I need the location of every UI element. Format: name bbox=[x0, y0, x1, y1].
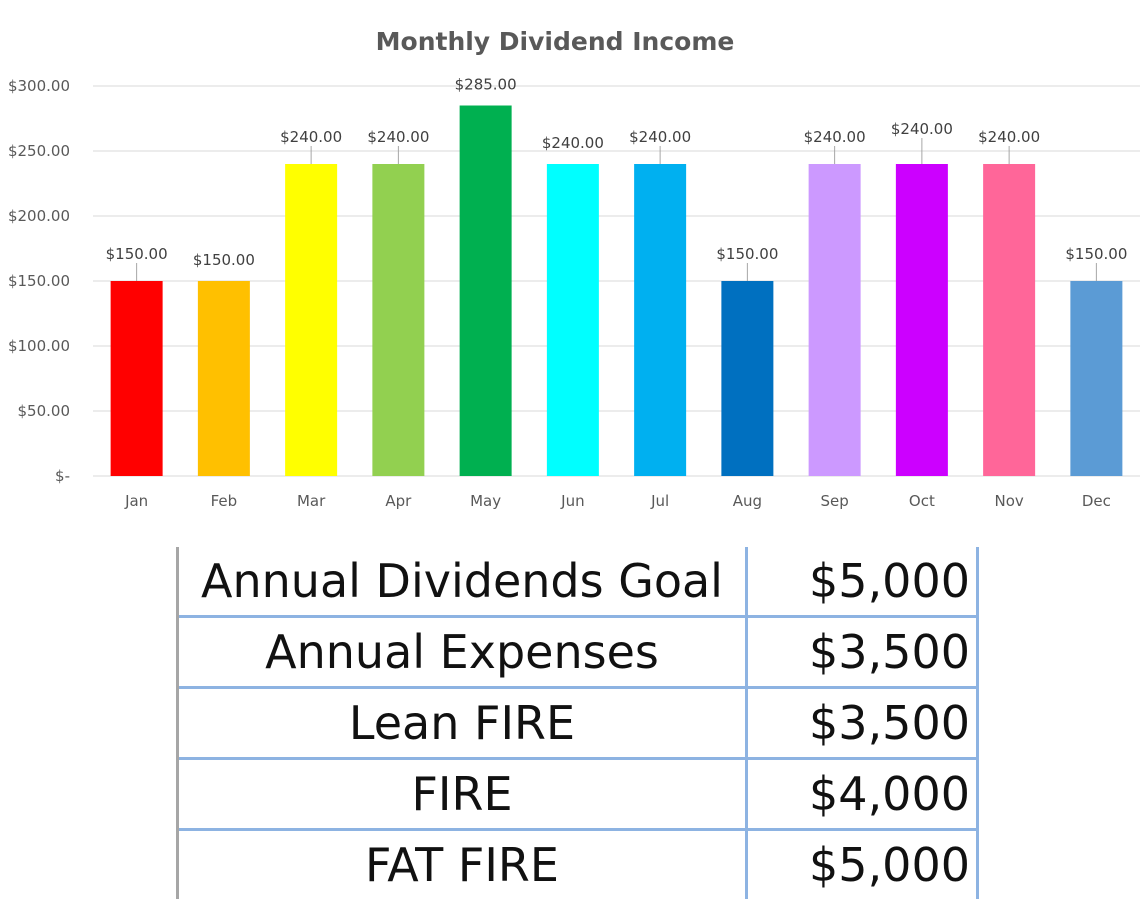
x-tick-label: Jun bbox=[560, 492, 584, 510]
bar-jun bbox=[546, 164, 599, 476]
row-label: Annual Dividends Goal bbox=[176, 547, 748, 617]
bar-aug bbox=[721, 281, 774, 476]
y-tick-label: $150.00 bbox=[8, 272, 70, 290]
row-label: Lean FIRE bbox=[176, 686, 748, 759]
row-label: FAT FIRE bbox=[176, 828, 748, 899]
x-tick-label: Sep bbox=[820, 492, 848, 510]
data-labels: $150.00 $150.00 $240.00 $240.00 $285.00 $240.… bbox=[106, 76, 1127, 281]
data-label: $240.00 bbox=[891, 120, 953, 138]
y-tick-label: $300.00 bbox=[8, 77, 70, 95]
bars bbox=[110, 105, 1123, 476]
x-tick-label: Jan bbox=[124, 492, 148, 510]
x-tick-label: Oct bbox=[909, 492, 935, 510]
x-tick-label: Apr bbox=[385, 492, 412, 510]
row-value: $5,000 bbox=[746, 547, 979, 617]
data-label: $240.00 bbox=[367, 128, 429, 146]
data-label: $240.00 bbox=[280, 128, 342, 146]
y-tick-label: $200.00 bbox=[8, 207, 70, 225]
chart-title: Monthly Dividend Income bbox=[376, 27, 735, 56]
data-label: $240.00 bbox=[804, 128, 866, 146]
x-tick-label: Nov bbox=[994, 492, 1023, 510]
row-value: $3,500 bbox=[746, 686, 979, 759]
y-tick-label: $- bbox=[55, 467, 70, 485]
data-label: $150.00 bbox=[1065, 245, 1127, 263]
table-row: Annual Expenses $3,500 bbox=[176, 615, 979, 688]
data-label: $240.00 bbox=[978, 128, 1040, 146]
bar-mar bbox=[285, 164, 338, 476]
data-label: $150.00 bbox=[716, 245, 778, 263]
bar-dec bbox=[1070, 281, 1123, 476]
x-tick-label: Mar bbox=[297, 492, 326, 510]
data-label: $240.00 bbox=[542, 134, 604, 152]
bar-jan bbox=[110, 281, 163, 476]
bar-oct bbox=[895, 164, 948, 476]
bar-feb bbox=[197, 281, 250, 476]
bar-apr bbox=[372, 164, 425, 476]
data-label: $150.00 bbox=[193, 251, 255, 269]
data-label: $285.00 bbox=[455, 76, 517, 94]
dividend-summary-table: Annual Dividends Goal $5,000 Annual Expens… bbox=[176, 547, 979, 899]
x-axis-ticks: Jan Feb Mar Apr May Jun Jul Aug Sep Oct Nov Dec bbox=[124, 492, 1111, 510]
row-label: FIRE bbox=[176, 757, 748, 830]
bar-nov bbox=[983, 164, 1036, 476]
dividend-chart: Monthly Dividend Income $- $50.00 $100.00 $… bbox=[8, 27, 1140, 510]
y-tick-label: $100.00 bbox=[8, 337, 70, 355]
table-row: Lean FIRE $3,500 bbox=[176, 686, 979, 759]
data-label: $240.00 bbox=[629, 128, 691, 146]
chart-svg: Monthly Dividend Income $-$50.00$100.00$… bbox=[8, 27, 1140, 510]
row-value: $5,000 bbox=[746, 828, 979, 899]
gridlines bbox=[93, 85, 1140, 477]
bar-may bbox=[459, 105, 512, 476]
data-label: $150.00 bbox=[106, 245, 168, 263]
row-label: Annual Expenses bbox=[176, 615, 748, 688]
y-tick-label: $50.00 bbox=[18, 402, 71, 420]
bar-sep bbox=[808, 164, 861, 476]
y-tick-label: $250.00 bbox=[8, 142, 70, 160]
y-axis-ticks: $- $50.00 $100.00 $150.00 $200.00 $250.00 $300… bbox=[8, 77, 70, 485]
row-value: $3,500 bbox=[746, 615, 979, 688]
x-tick-label: Dec bbox=[1082, 492, 1111, 510]
x-tick-label: Aug bbox=[733, 492, 762, 510]
x-tick-label: May bbox=[470, 492, 501, 510]
bar-jul bbox=[634, 164, 687, 476]
table-row: FIRE $4,000 bbox=[176, 757, 979, 830]
table-row: Annual Dividends Goal $5,000 bbox=[176, 547, 979, 617]
x-tick-label: Feb bbox=[211, 492, 238, 510]
table-row: FAT FIRE $5,000 bbox=[176, 828, 979, 899]
x-tick-label: Jul bbox=[650, 492, 669, 510]
row-value: $4,000 bbox=[746, 757, 979, 830]
